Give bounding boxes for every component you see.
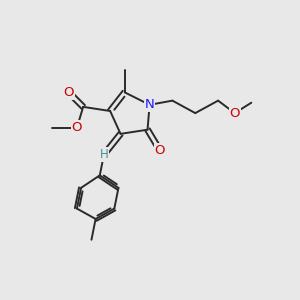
Text: N: N (145, 98, 154, 111)
Text: O: O (230, 106, 240, 120)
Text: H: H (100, 148, 108, 161)
Text: O: O (63, 86, 74, 99)
Text: O: O (155, 144, 165, 157)
Text: O: O (72, 121, 82, 134)
